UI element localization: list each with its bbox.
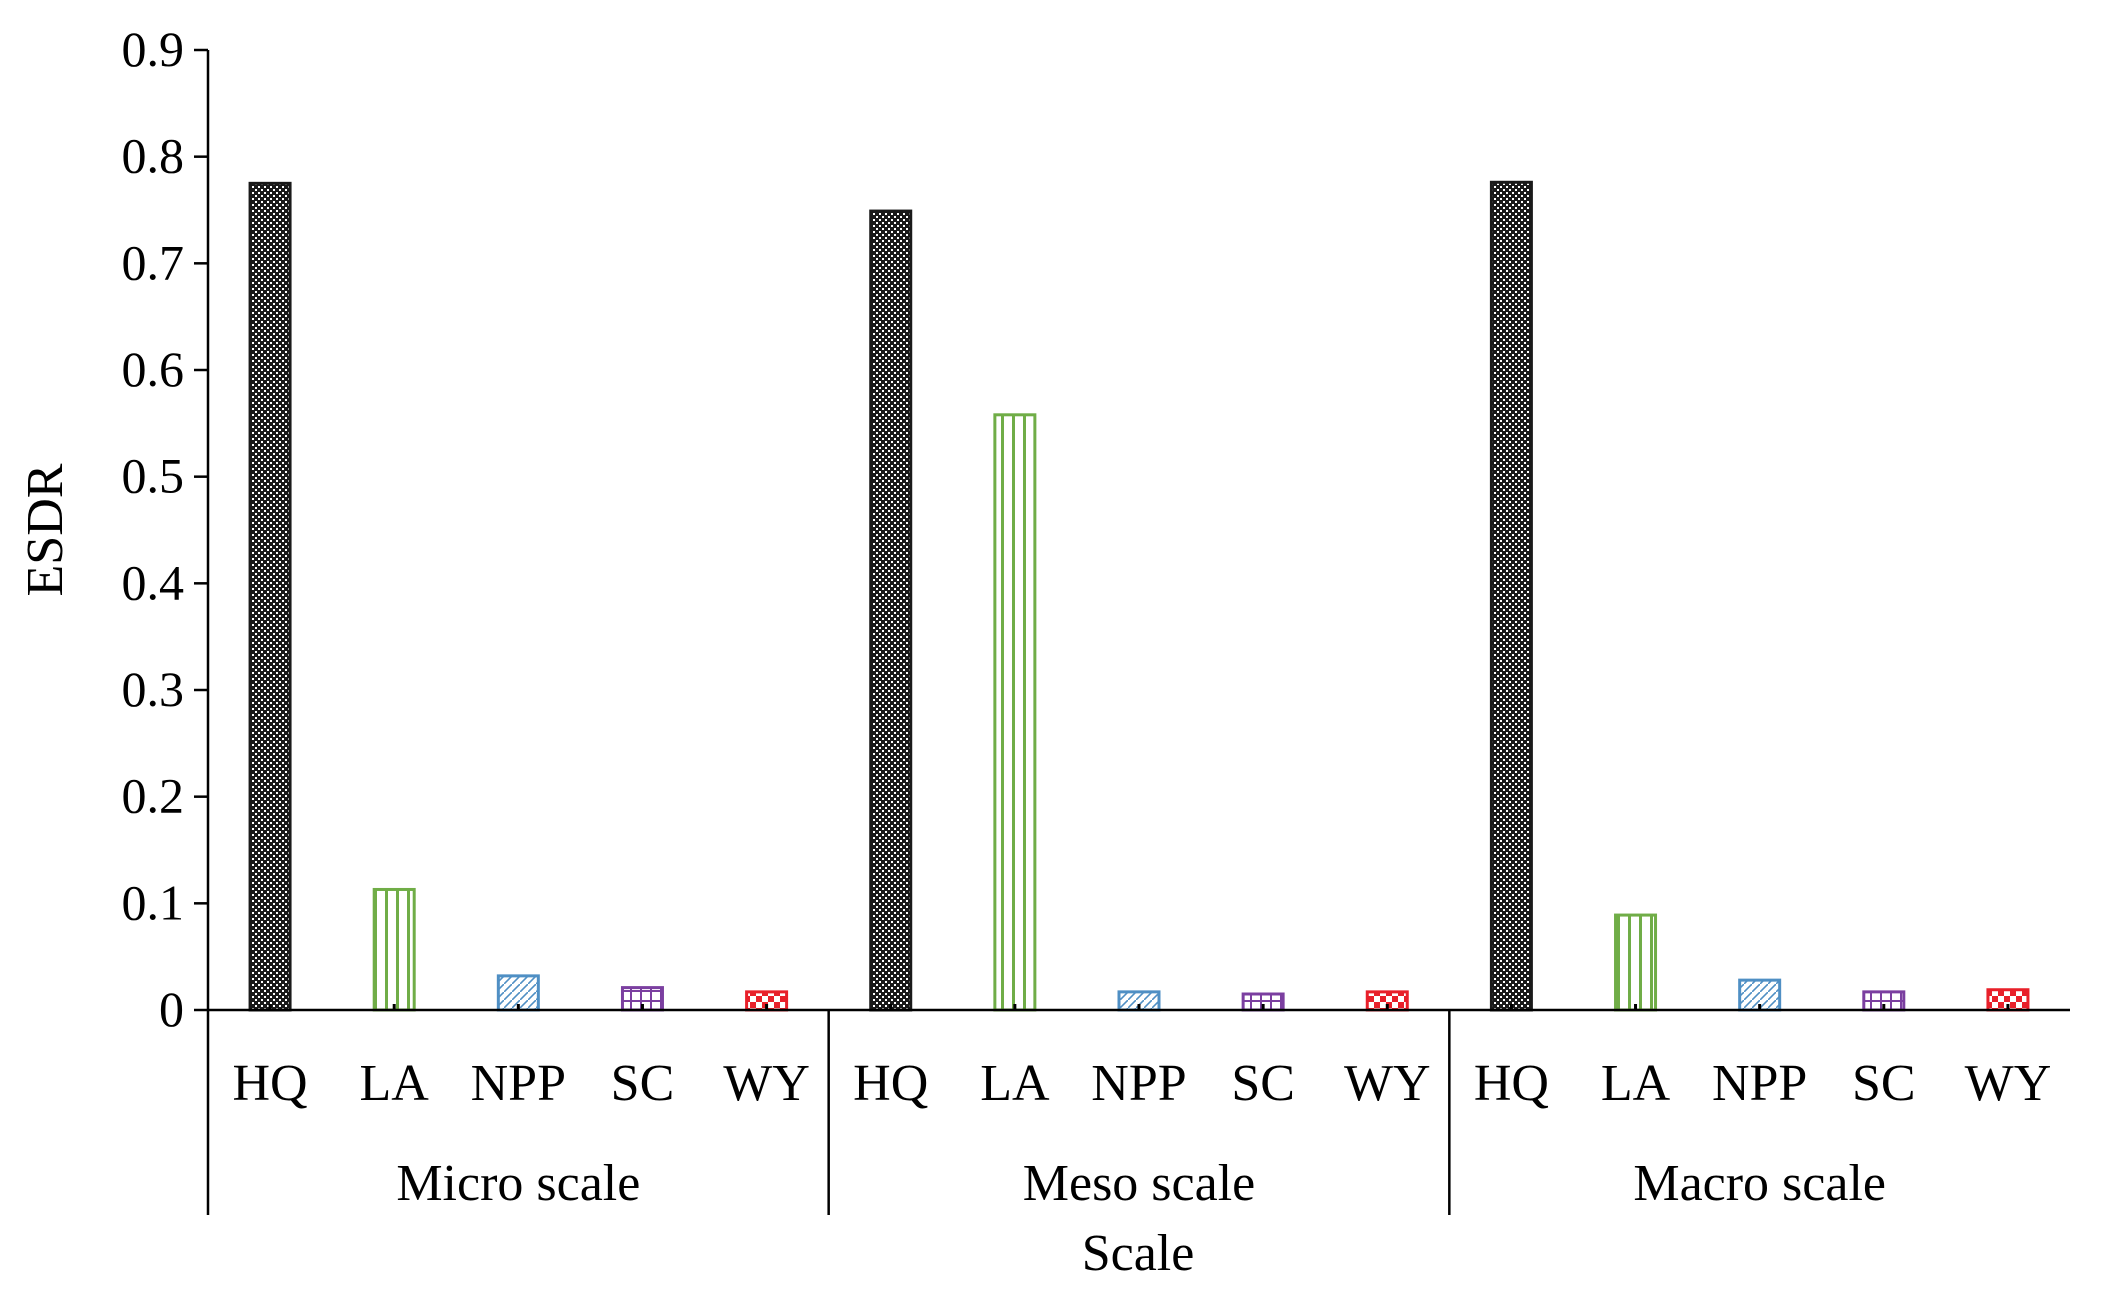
group-label: Meso scale xyxy=(1023,1155,1255,1212)
category-label: HQ xyxy=(1474,1055,1549,1112)
bars xyxy=(248,180,2030,1012)
y-tick-label: 0.4 xyxy=(122,554,185,610)
category-label: SC xyxy=(1852,1055,1916,1112)
bar-hq xyxy=(1489,180,1533,1012)
category-label: LA xyxy=(360,1055,430,1112)
category-label: SC xyxy=(1231,1055,1295,1112)
category-label: HQ xyxy=(853,1055,928,1112)
group-label: Micro scale xyxy=(396,1155,640,1212)
y-tick-label: 0.3 xyxy=(122,661,185,717)
group-label: Macro scale xyxy=(1633,1155,1886,1212)
category-label: NPP xyxy=(1712,1055,1807,1112)
bar-hq xyxy=(248,181,292,1012)
y-tick-label: 0.7 xyxy=(122,234,185,290)
y-tick-label: 0.1 xyxy=(122,874,185,930)
y-axis-title: ESDR xyxy=(17,463,74,596)
group-labels: Micro scale Meso scale Macro scale xyxy=(206,1010,1886,1215)
category-label: SC xyxy=(611,1055,675,1112)
category-label: WY xyxy=(1344,1055,1431,1112)
x-axis-title: Scale xyxy=(1082,1225,1195,1282)
bar-la xyxy=(993,413,1037,1012)
y-tick-label: 0.2 xyxy=(122,768,185,824)
y-ticks: 0 0.1 0.2 0.3 0.4 0.5 0.6 0.7 0.8 0.9 xyxy=(122,21,208,1037)
category-label: NPP xyxy=(471,1055,566,1112)
y-tick-label: 0.5 xyxy=(122,448,185,504)
y-tick-label: 0 xyxy=(159,981,184,1037)
bar-hq xyxy=(869,209,913,1012)
category-label: NPP xyxy=(1091,1055,1186,1112)
category-label: WY xyxy=(1965,1055,2052,1112)
category-labels: HQ LA NPP SC WY HQ LA NPP SC WY HQ LA NPP SC WY xyxy=(233,1055,2052,1112)
category-label: LA xyxy=(980,1055,1050,1112)
category-label: HQ xyxy=(233,1055,308,1112)
y-tick-label: 0.6 xyxy=(122,341,185,397)
category-label: LA xyxy=(1601,1055,1671,1112)
y-tick-label: 0.9 xyxy=(122,21,185,77)
bar-la xyxy=(372,887,416,1012)
category-label: WY xyxy=(723,1055,810,1112)
bar-la xyxy=(1614,913,1658,1012)
y-tick-label: 0.8 xyxy=(122,128,185,184)
